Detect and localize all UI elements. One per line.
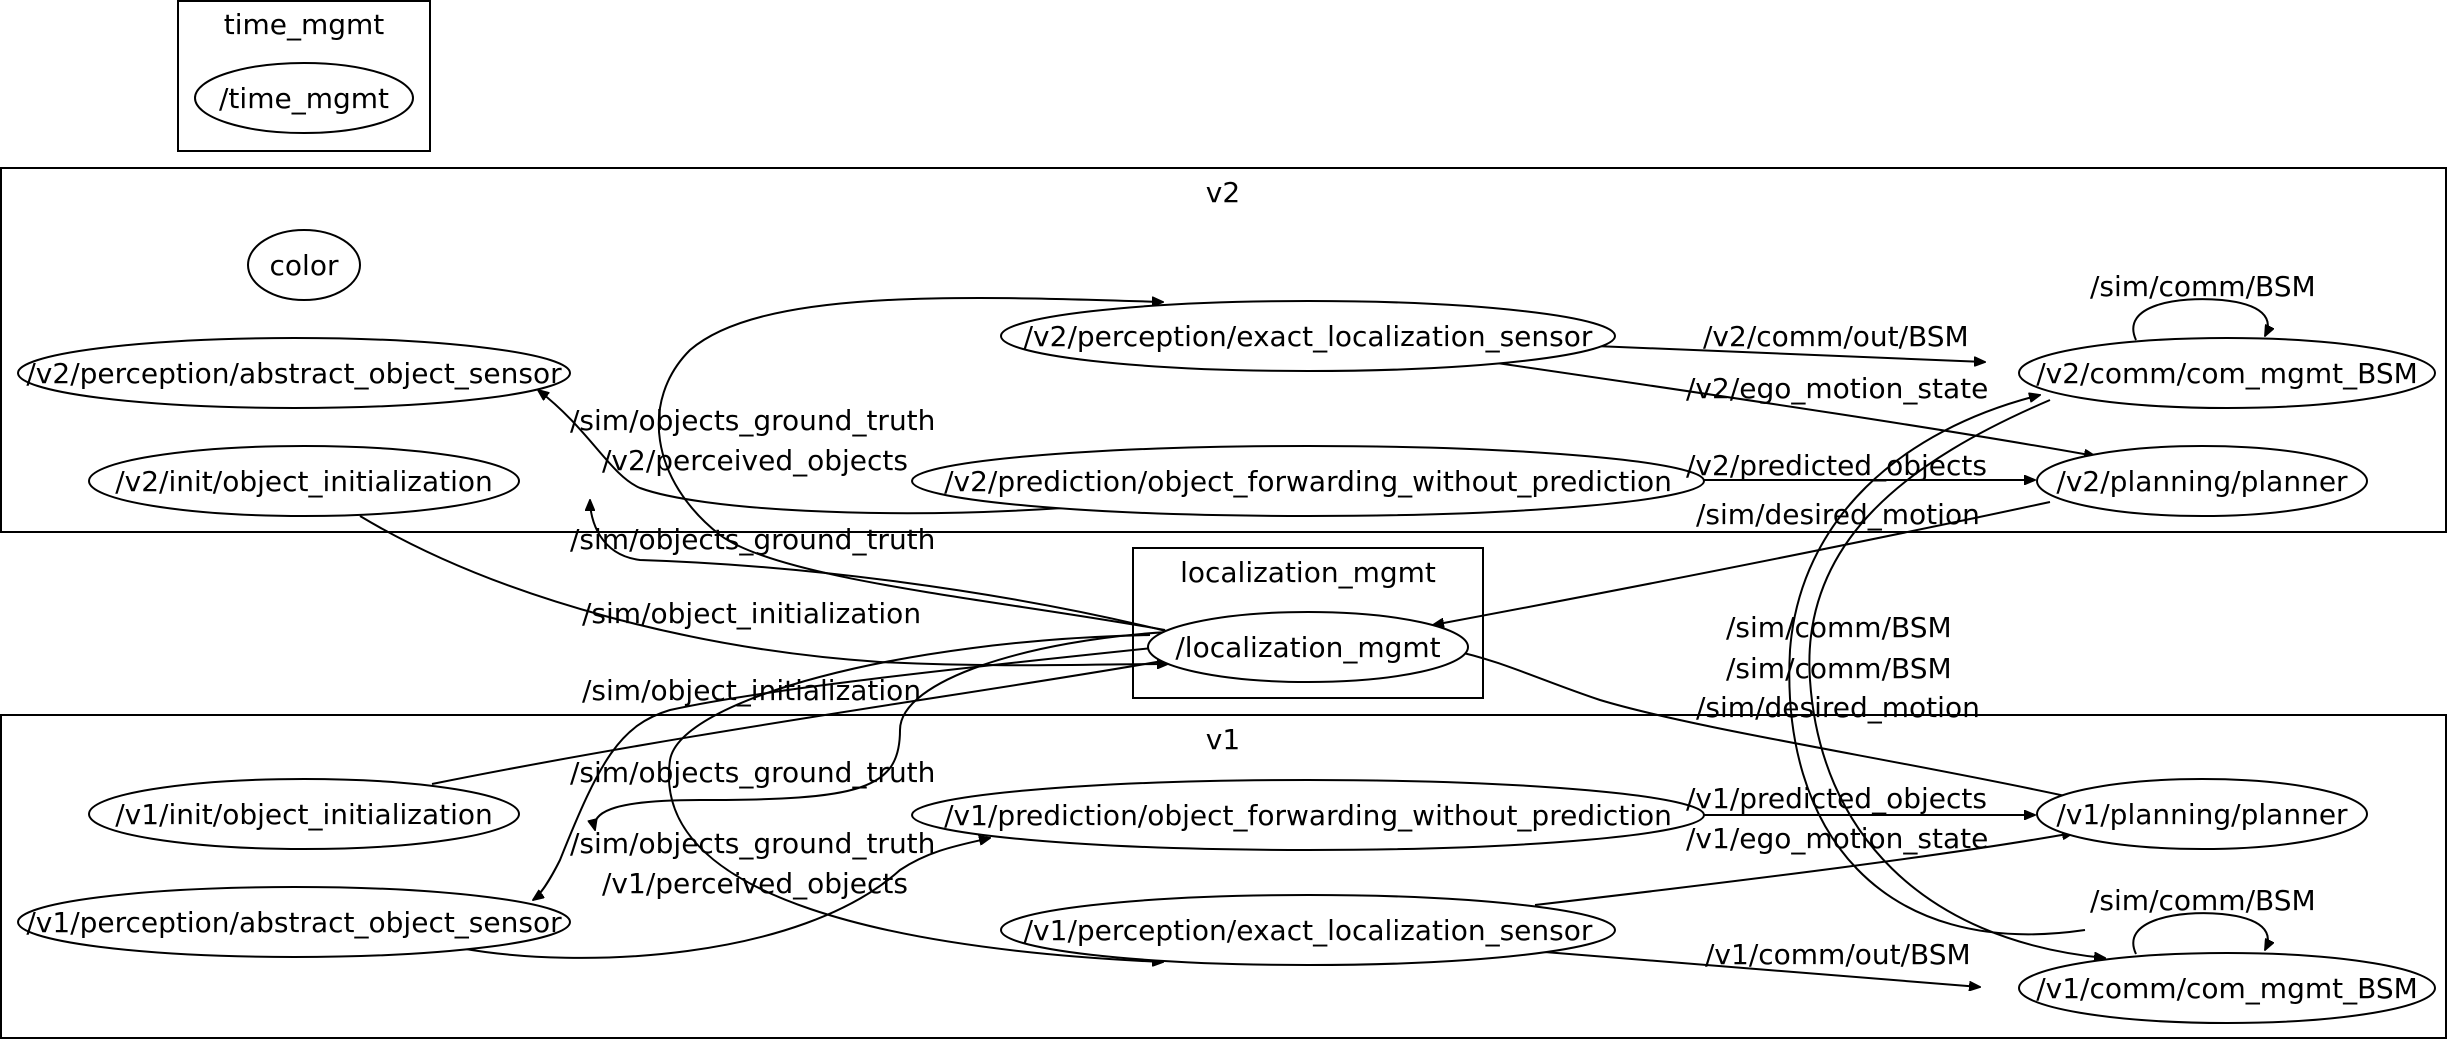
node-v2-planner[interactable]: /v2/planning/planner — [2036, 445, 2368, 517]
edge-v2-perceived[interactable] — [538, 390, 1064, 515]
node-v1-com-mgmt-bsm[interactable]: /v1/comm/com_mgmt_BSM — [2018, 952, 2436, 1024]
node-label-v2-planner: /v2/planning/planner — [2056, 465, 2348, 498]
edge-label-v1-gt-top: /sim/objects_ground_truth — [570, 756, 935, 789]
edge-label-v1-perceived: /v1/perceived_objects — [602, 867, 908, 900]
cluster-localization-mgmt: localization_mgmt — [1132, 547, 1484, 699]
edge-v1-comm-out[interactable] — [1519, 949, 1980, 987]
node-label-v1-exact-sensor: /v1/perception/exact_localization_sensor — [1024, 914, 1593, 947]
edge-v1-ego-motion[interactable] — [1534, 833, 2073, 906]
edge-label-v2-gt-top: /sim/objects_ground_truth — [570, 404, 935, 437]
node-time-mgmt[interactable]: /time_mgmt — [194, 62, 414, 134]
edge-v2-comm-out[interactable] — [1594, 345, 1985, 362]
node-v1-abstract-object-sensor[interactable]: /v1/perception/abstract_object_sensor — [17, 886, 571, 958]
edge-label-v2-predicted: /v2/predicted_objects — [1686, 449, 1987, 482]
edge-v2-bsm-self[interactable] — [2132, 298, 2268, 341]
node-v2-abstract-object-sensor[interactable]: /v2/perception/abstract_object_sensor — [17, 337, 571, 409]
edge-v1-gt-top[interactable] — [594, 631, 1169, 830]
node-label-v1-abstract-sensor: /v1/perception/abstract_object_sensor — [26, 906, 562, 939]
edge-labels: /sim/comm/BSM /v2/comm/out/BSM /v2/ego_m… — [570, 270, 2316, 971]
edge-v1-init[interactable] — [431, 660, 1168, 785]
edge-v2-init[interactable] — [359, 515, 1168, 665]
edge-label-v2-perceived: /v2/perceived_objects — [602, 444, 908, 477]
nodes: /time_mgmt color /v2/perception/abstract… — [17, 62, 2436, 1024]
edge-label-v1-predicted: /v1/predicted_objects — [1686, 782, 1987, 815]
node-v1-prediction[interactable]: /v1/prediction/object_forwarding_without… — [911, 779, 1705, 851]
edge-label-v2-ego-motion: /v2/ego_motion_state — [1686, 372, 1988, 405]
edge-v1-desired[interactable] — [1450, 650, 2071, 798]
node-label-color: color — [270, 249, 339, 282]
node-label-time-mgmt: /time_mgmt — [219, 82, 389, 115]
edge-label-v1-init: /sim/object_initialization — [582, 674, 921, 707]
cluster-v2: v2 — [0, 167, 2447, 533]
cluster-label-localization-mgmt: localization_mgmt — [1180, 556, 1436, 589]
edge-label-v2-init: /sim/object_initialization — [582, 597, 921, 630]
edge-label-bsm-cross-1: /sim/comm/BSM — [1726, 611, 1952, 644]
node-label-v2-prediction: /v2/prediction/object_forwarding_without… — [944, 465, 1672, 498]
edge-bsm-cross-2[interactable] — [1808, 399, 2105, 958]
node-label-localization-mgmt: /localization_mgmt — [1175, 631, 1440, 664]
edge-v1-gt-bottom[interactable] — [533, 645, 1173, 900]
node-v2-prediction[interactable]: /v2/prediction/object_forwarding_without… — [911, 445, 1705, 517]
node-v2-object-initialization[interactable]: /v2/init/object_initialization — [88, 445, 520, 517]
node-label-v1-prediction: /v1/prediction/object_forwarding_without… — [944, 799, 1672, 832]
node-color[interactable]: color — [247, 229, 361, 301]
node-label-v2-exact-sensor: /v2/perception/exact_localization_sensor — [1024, 320, 1593, 353]
node-label-v2-abstract-sensor: /v2/perception/abstract_object_sensor — [26, 357, 562, 390]
node-label-v2-com-mgmt: /v2/comm/com_mgmt_BSM — [2036, 357, 2418, 390]
node-label-v1-planner: /v1/planning/planner — [2056, 798, 2348, 831]
node-v1-object-initialization[interactable]: /v1/init/object_initialization — [88, 778, 520, 850]
edge-label-v1-gt-bottom: /sim/objects_ground_truth — [570, 827, 935, 860]
cluster-v1: v1 — [0, 714, 2447, 1039]
node-label-v1-object-init: /v1/init/object_initialization — [115, 798, 493, 831]
edge-v2-gt-bottom[interactable] — [590, 500, 1171, 633]
cluster-label-v1: v1 — [1206, 723, 1240, 756]
cluster-label-v2: v2 — [1206, 176, 1240, 209]
edge-label-v1-bsm-self: /sim/comm/BSM — [2090, 884, 2316, 917]
edges — [359, 298, 2268, 987]
node-v2-com-mgmt-bsm[interactable]: /v2/comm/com_mgmt_BSM — [2018, 337, 2436, 409]
node-localization-mgmt[interactable]: /localization_mgmt — [1147, 611, 1469, 683]
edge-label-bsm-cross-2: /sim/comm/BSM — [1726, 652, 1952, 685]
node-v1-planner[interactable]: /v1/planning/planner — [2036, 778, 2368, 850]
node-v1-exact-localization-sensor[interactable]: /v1/perception/exact_localization_sensor — [1000, 894, 1616, 966]
edge-label-v1-desired: /sim/desired_motion — [1696, 691, 1980, 724]
edge-v1-exact-from-gt[interactable] — [667, 634, 1163, 962]
node-v2-exact-localization-sensor[interactable]: /v2/perception/exact_localization_sensor — [1000, 300, 1616, 372]
cluster-time-mgmt: time_mgmt — [177, 0, 431, 152]
cluster-label-time-mgmt: time_mgmt — [224, 8, 385, 41]
edge-label-v2-comm-out: /v2/comm/out/BSM — [1703, 320, 1969, 353]
edge-v2-desired[interactable] — [1433, 501, 2051, 625]
node-label-v1-com-mgmt: /v1/comm/com_mgmt_BSM — [2036, 972, 2418, 1005]
node-label-v2-object-init: /v2/init/object_initialization — [115, 465, 493, 498]
edge-v1-bsm-self[interactable] — [2132, 912, 2268, 955]
edge-label-v2-desired: /sim/desired_motion — [1696, 498, 1980, 531]
edge-bsm-cross-1[interactable] — [1788, 395, 2086, 936]
edge-label-v2-gt-bottom: /sim/objects_ground_truth — [570, 523, 935, 556]
edge-label-v2-bsm-self: /sim/comm/BSM — [2090, 270, 2316, 303]
edge-v2-gt-top[interactable] — [657, 298, 1166, 631]
edge-v1-perceived[interactable] — [459, 838, 990, 959]
edge-label-v1-comm-out: /v1/comm/out/BSM — [1705, 938, 1971, 971]
edge-label-v1-ego-motion: /v1/ego_motion_state — [1686, 822, 1988, 855]
edge-v2-ego-motion[interactable] — [1489, 361, 2095, 456]
